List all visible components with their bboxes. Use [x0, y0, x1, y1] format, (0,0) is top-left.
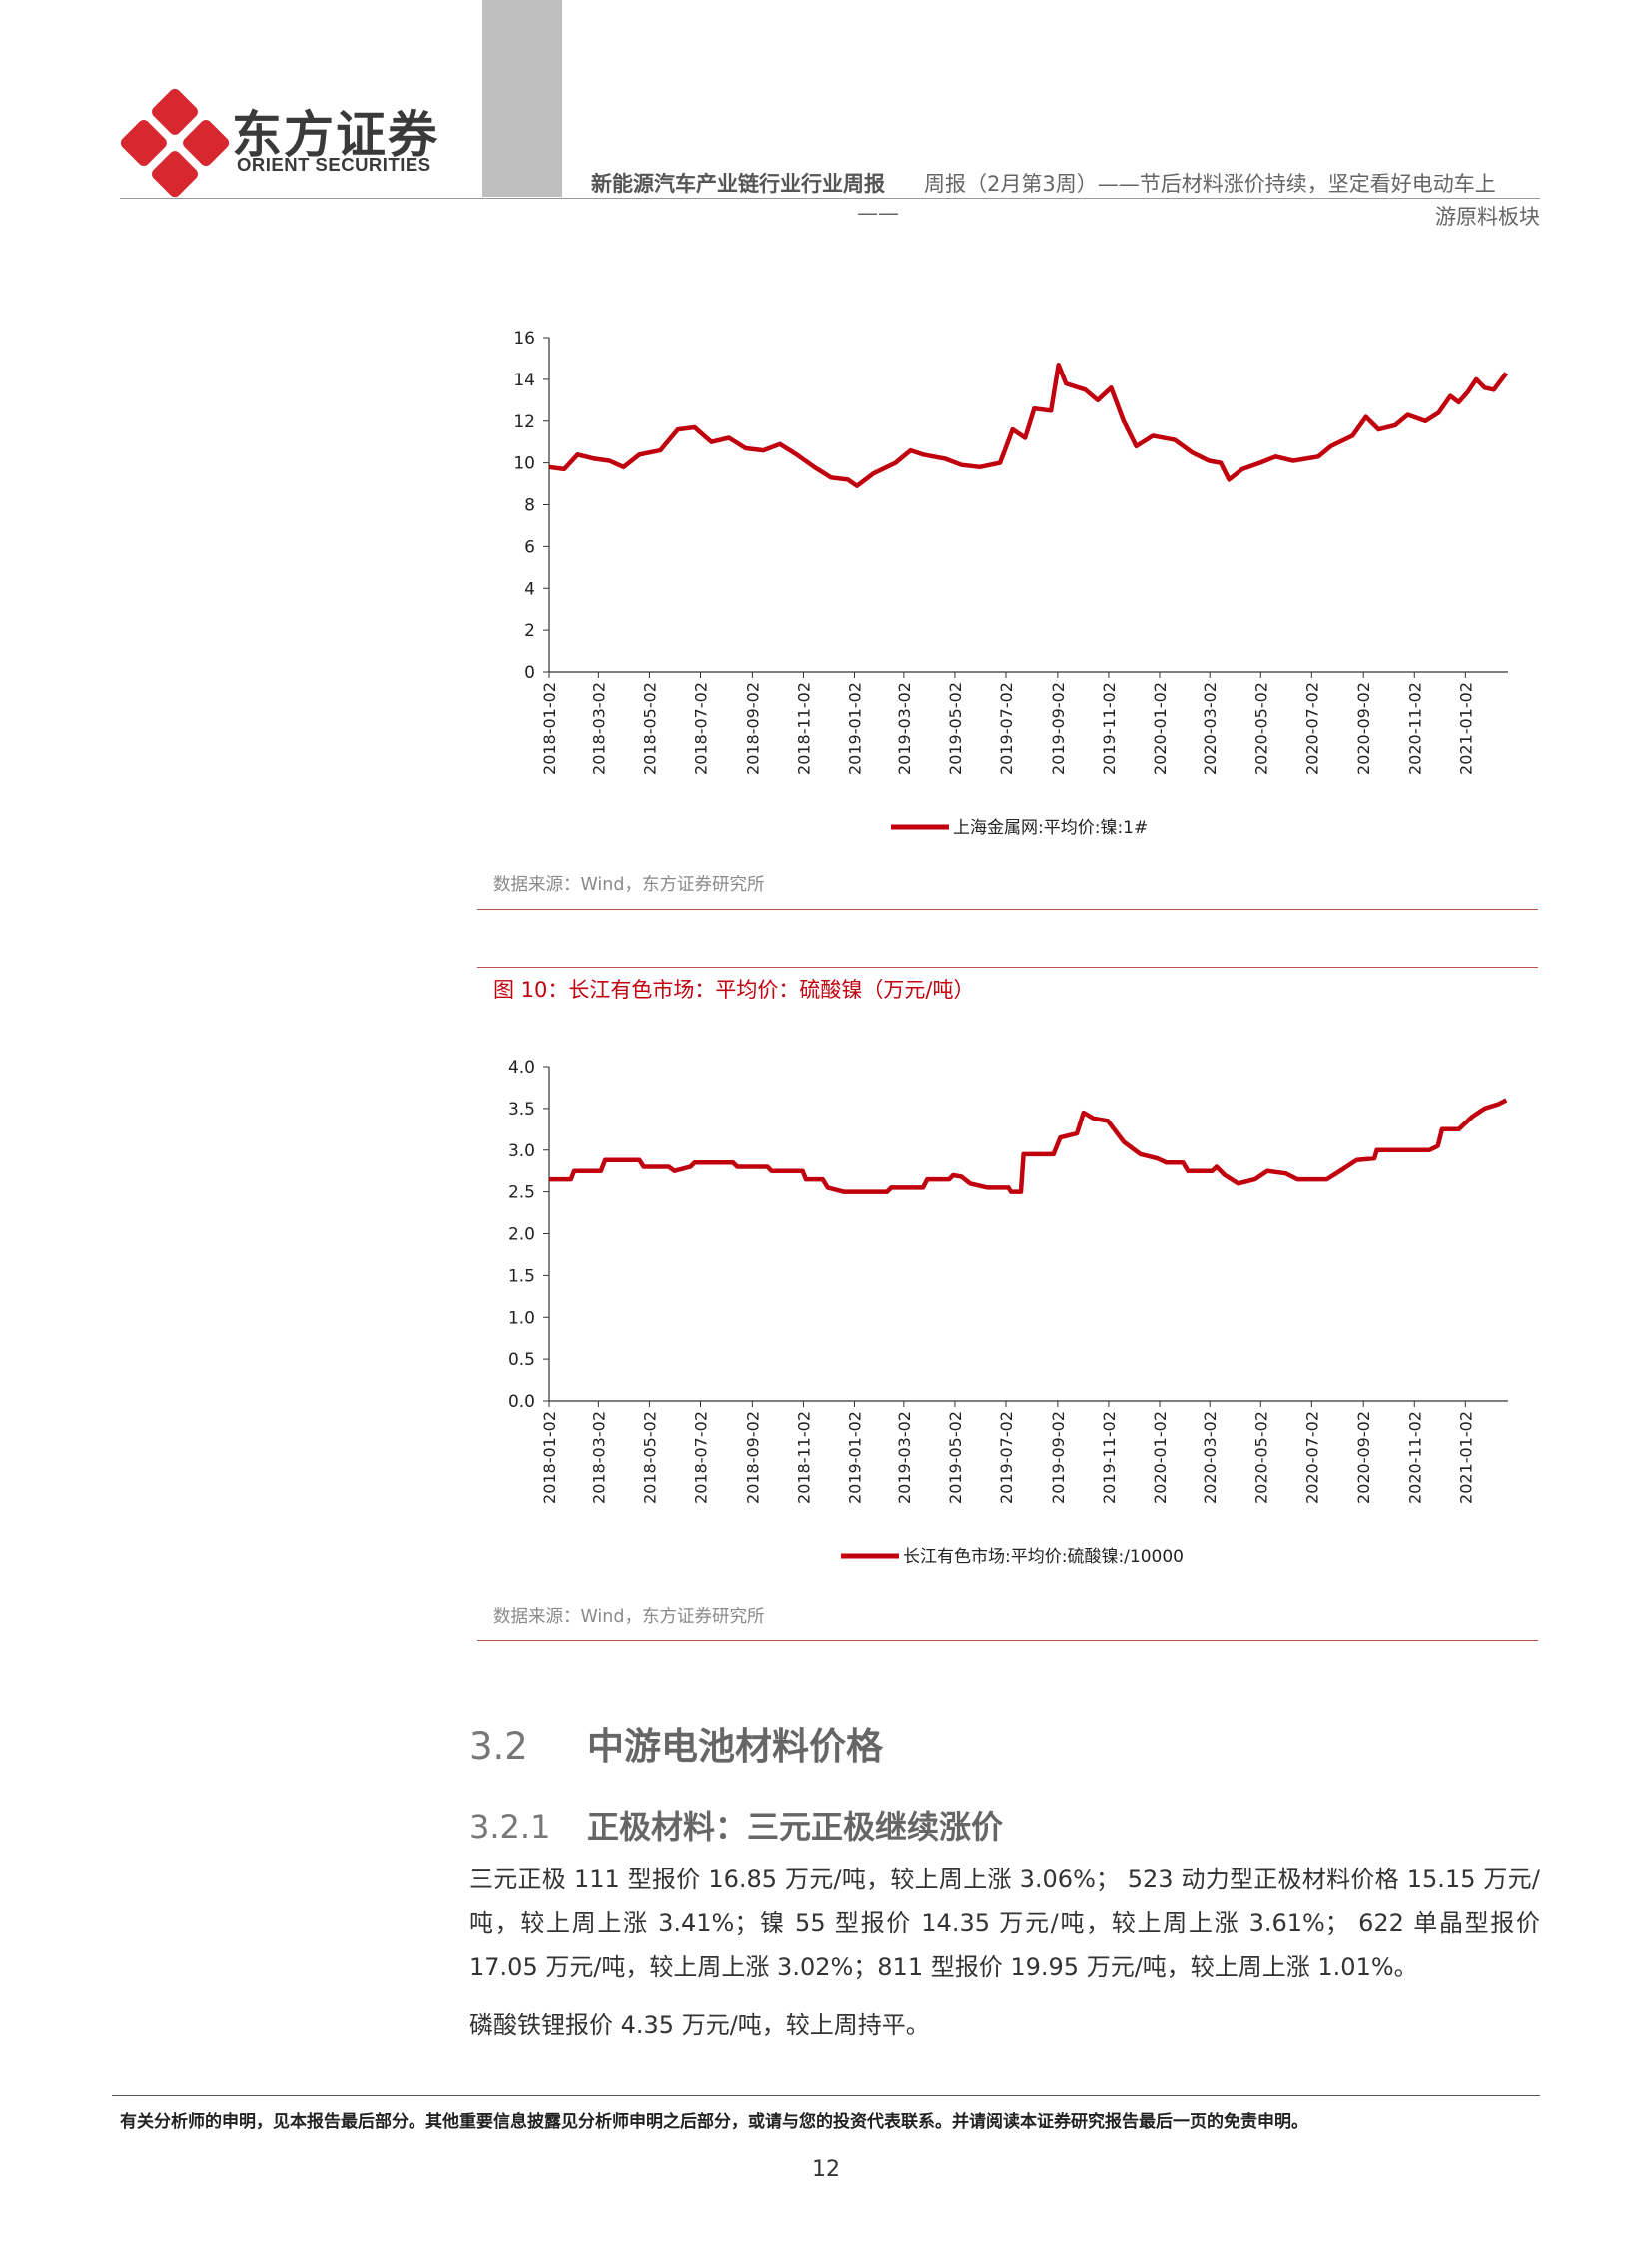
chart2-x-tick-label: 2018-09-02 [743, 1411, 762, 1504]
chart2-x-tick-label: 2021-01-02 [1456, 1411, 1475, 1504]
chart1-legend-label: 上海金属网:平均价:镍:1# [953, 818, 1148, 838]
chart2-x-tick-label: 2020-09-02 [1354, 1411, 1373, 1504]
chart1-x-tick-label: 2020-07-02 [1302, 682, 1321, 775]
chart1-y-tick-label: 16 [513, 329, 535, 349]
chart1-x-tick-label: 2018-09-02 [743, 682, 762, 775]
chart2-x-tick-label: 2018-05-02 [640, 1411, 659, 1504]
section-heading: 3.2 中游电池材料价格 [469, 1716, 883, 1770]
report-subtitle-line2: 游原料板块 [1435, 205, 1540, 229]
section-title: 中游电池材料价格 [587, 1725, 883, 1768]
chart1-y-tick-label: 12 [513, 412, 535, 432]
chart1-x-tick-label: 2018-01-02 [540, 682, 559, 775]
figure10-title: 图 10：长江有色市场：平均价：硫酸镍（万元/吨） [493, 978, 975, 1002]
chart2-y-tick-label: 4.0 [508, 1058, 535, 1078]
chart2-bottom-rule [477, 1640, 1538, 1641]
header-divider [120, 198, 1540, 199]
chart1-x-tick-label: 2020-05-02 [1251, 682, 1270, 775]
chart1-x-tick-label: 2020-09-02 [1354, 682, 1373, 775]
nickel-sulfate-price-chart: 4.0 3.5 3.0 2.5 2.0 1.5 1.0 0.5 0.0 2018-01-02 201… [508, 1058, 1508, 1567]
header-gray-bar [482, 0, 562, 197]
report-subtitle-dash: —— [857, 201, 899, 225]
chart1-x-tick-label: 2020-03-02 [1201, 682, 1220, 775]
chart2-y-tick-label: 3.5 [508, 1100, 535, 1120]
logo-english-text: ORIENT SECURITIES [237, 154, 431, 175]
chart1-x-tick-label: 2020-01-02 [1151, 682, 1170, 775]
paragraph-lfp-price: 磷酸铁锂报价 4.35 万元/吨，较上周持平。 [469, 2011, 930, 2039]
chart1-x-tick-label: 2019-11-02 [1100, 682, 1119, 775]
chart1-source: 数据来源：Wind，东方证券研究所 [493, 875, 765, 895]
paragraph-ternary-cathode-prices: 三元正极 111 型报价 16.85 万元/吨，较上周上涨 3.06%； 523… [469, 1866, 1540, 1981]
chart2-x-tick-label: 2019-09-02 [1049, 1411, 1068, 1504]
chart2-y-tick-label: 1.0 [508, 1308, 535, 1328]
chart1-y-tick-label: 8 [524, 496, 535, 516]
subsection-title: 正极材料：三元正极继续涨价 [587, 1808, 1004, 1846]
report-subtitle-line1: 周报（2月第3周）——节后材料涨价持续，坚定看好电动车上 [924, 172, 1496, 196]
chart1-y-tick-label: 0 [524, 663, 535, 683]
chart2-y-tick-label: 3.0 [508, 1141, 535, 1161]
chart1-y-tick-label: 10 [513, 454, 535, 474]
chart2-x-tick-label: 2018-11-02 [794, 1411, 813, 1504]
chart1-series-line [548, 362, 1509, 488]
chart1-y-tick-label: 4 [524, 579, 535, 599]
nickel-price-chart: 16 14 12 10 8 6 4 2 0 2018-01-02 2018-03-02 2018-05… [513, 329, 1509, 838]
orient-securities-logo [120, 88, 230, 198]
footer-divider [112, 2095, 1540, 2096]
report-name: 新能源汽车产业链行业行业周报 [591, 172, 885, 196]
chart2-y-tick-label: 0.0 [508, 1392, 535, 1412]
chart1-x-tick-label: 2018-03-02 [589, 682, 608, 775]
chart2-x-tick-label: 2019-03-02 [895, 1411, 914, 1504]
section-number: 3.2 [469, 1725, 528, 1768]
chart1-x-tick-label: 2018-07-02 [691, 682, 710, 775]
chart2-x-tick-label: 2020-01-02 [1151, 1411, 1170, 1504]
chart2-y-tick-label: 1.5 [508, 1266, 535, 1286]
chart2-x-tick-label: 2020-07-02 [1302, 1411, 1321, 1504]
chart2-x-tick-label: 2019-07-02 [997, 1411, 1016, 1504]
subsection-heading: 3.2.1 正极材料：三元正极继续涨价 [469, 1802, 1003, 1848]
footer-disclaimer: 有关分析师的申明，见本报告最后部分。其他重要信息披露见分析师申明之后部分，或请与… [120, 2112, 1308, 2132]
chart1-x-tick-label: 2018-11-02 [794, 682, 813, 775]
chart1-x-tick-label: 2020-11-02 [1405, 682, 1424, 775]
chart1-y-tick-label: 6 [524, 537, 535, 557]
chart1-x-tick-label: 2021-01-02 [1456, 682, 1475, 775]
chart2-series-line [549, 1098, 1508, 1194]
chart2-y-tick-label: 2.0 [508, 1225, 535, 1245]
chart2-x-tick-label: 2019-05-02 [946, 1411, 965, 1504]
chart1-x-tick-label: 2018-05-02 [640, 682, 659, 775]
chart1-x-tick-label: 2019-05-02 [946, 682, 965, 775]
chart2-y-tick-label: 2.5 [508, 1183, 535, 1203]
chart2-x-tick-label: 2020-11-02 [1405, 1411, 1424, 1504]
subsection-number: 3.2.1 [469, 1808, 551, 1846]
chart2-source: 数据来源：Wind，东方证券研究所 [493, 1607, 765, 1627]
chart2-x-tick-label: 2018-03-02 [589, 1411, 608, 1504]
chart2-x-tick-label: 2020-05-02 [1251, 1411, 1270, 1504]
logo-chinese-text: 东方证券 [232, 106, 439, 164]
chart1-x-tick-label: 2019-01-02 [845, 682, 864, 775]
page-number: 12 [812, 2157, 840, 2182]
chart2-x-tick-label: 2019-11-02 [1100, 1411, 1119, 1504]
figure10-top-rule [477, 967, 1538, 968]
chart1-x-tick-label: 2019-07-02 [997, 682, 1016, 775]
chart1-x-tick-label: 2019-09-02 [1049, 682, 1068, 775]
chart1-bottom-rule [477, 909, 1538, 910]
chart2-y-tick-label: 0.5 [508, 1350, 535, 1370]
chart2-x-tick-label: 2019-01-02 [845, 1411, 864, 1504]
chart2-x-tick-label: 2018-01-02 [540, 1411, 559, 1504]
chart1-x-tick-label: 2019-03-02 [895, 682, 914, 775]
chart1-y-tick-label: 2 [524, 621, 535, 641]
chart2-x-tick-label: 2018-07-02 [691, 1411, 710, 1504]
chart1-y-tick-label: 14 [513, 371, 535, 390]
chart2-legend-label: 长江有色市场:平均价:硫酸镍:/10000 [903, 1547, 1184, 1567]
chart2-x-tick-label: 2020-03-02 [1201, 1411, 1220, 1504]
